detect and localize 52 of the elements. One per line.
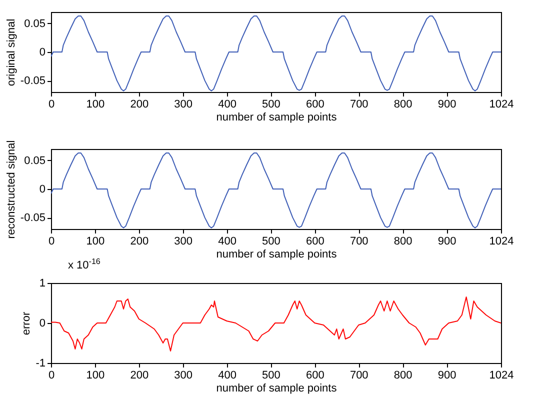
y-tick-label: 0 xyxy=(39,46,46,58)
line-series xyxy=(51,296,501,352)
x-tick-label: 100 xyxy=(86,370,105,382)
y-tick-label: 0 xyxy=(39,318,46,330)
x-tick-label: 800 xyxy=(394,370,412,382)
x-tick-label: 300 xyxy=(174,370,193,382)
x-tick-label: 200 xyxy=(130,98,149,110)
y-tick-label: 0.05 xyxy=(24,18,46,30)
line-series xyxy=(51,16,501,92)
x-axis-title: number of sample points xyxy=(216,112,338,124)
y-tick-label: 1 xyxy=(39,278,46,290)
x-axis-title: number of sample points xyxy=(216,382,338,394)
x-tick-label: 800 xyxy=(394,98,412,110)
x-tick-label: 200 xyxy=(130,370,149,382)
x-tick-label: 100 xyxy=(86,98,105,110)
x-tick-label: 900 xyxy=(438,370,456,382)
x-tick-label: 700 xyxy=(350,98,368,110)
y-tick-label: -0.05 xyxy=(20,75,46,88)
line-series xyxy=(51,152,501,228)
text: x 10$^{-16}$ xyxy=(68,257,100,272)
x-tick-label: 600 xyxy=(306,98,324,110)
x-tick-label: 800 xyxy=(394,236,412,248)
x-tick-label: 200 xyxy=(130,236,149,248)
x-tick-label: 0 xyxy=(48,370,55,382)
y-tick-label: 0.05 xyxy=(24,154,46,167)
x-tick-label: 600 xyxy=(306,236,324,248)
x-tick-label: 300 xyxy=(174,236,193,248)
y-axis-title: original signal xyxy=(5,18,18,86)
x-tick-label: 700 xyxy=(350,236,368,248)
y-tick-label: 0 xyxy=(39,184,46,196)
x-tick-label: 500 xyxy=(262,370,280,382)
x-tick-label: 1024 xyxy=(489,236,514,248)
y-tick-label: -0.05 xyxy=(20,212,46,224)
x-tick-label: 400 xyxy=(218,236,236,248)
x-tick-label: 300 xyxy=(174,98,193,110)
x-tick-label: 100 xyxy=(86,236,105,248)
x-tick-label: 400 xyxy=(218,98,236,110)
x-tick-label: 900 xyxy=(438,98,456,110)
x-tick-label: 900 xyxy=(438,236,456,248)
x-tick-label: 0 xyxy=(48,98,55,110)
y-axis-title: reconstructed signal xyxy=(5,140,18,239)
y-axis-title: error xyxy=(20,312,33,336)
x-tick-label: 500 xyxy=(262,236,280,248)
x-axis-title: number of sample points xyxy=(216,248,338,260)
x-tick-label: 700 xyxy=(350,370,368,382)
x-tick-label: 600 xyxy=(306,370,324,382)
y-tick-label: -1 xyxy=(36,358,46,370)
x-tick-label: 1024 xyxy=(489,370,514,382)
x-tick-label: 0 xyxy=(48,236,55,248)
x-tick-label: 400 xyxy=(218,370,236,382)
x-tick-label: 500 xyxy=(262,98,280,110)
x-tick-label: 1024 xyxy=(489,98,514,110)
